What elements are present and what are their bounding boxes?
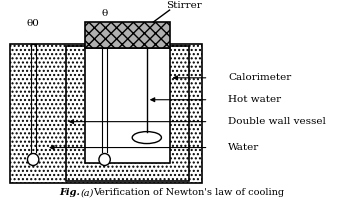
Bar	[10, 44, 202, 183]
Text: (a): (a)	[80, 188, 94, 197]
Ellipse shape	[132, 132, 161, 144]
Text: Hot water: Hot water	[228, 95, 281, 104]
Text: θ: θ	[101, 9, 108, 18]
Bar	[66, 46, 189, 181]
Bar	[66, 46, 189, 181]
Text: Double wall vessel: Double wall vessel	[228, 117, 326, 126]
Text: Verification of Newton's law of cooling: Verification of Newton's law of cooling	[93, 188, 284, 197]
Text: Water: Water	[228, 143, 259, 152]
Ellipse shape	[99, 154, 110, 166]
Text: θ0: θ0	[27, 19, 40, 28]
Ellipse shape	[28, 154, 39, 166]
Bar	[10, 44, 202, 183]
Bar	[85, 48, 170, 163]
Text: Stirrer: Stirrer	[166, 1, 202, 10]
Text: Fig.: Fig.	[59, 188, 80, 197]
Bar	[85, 22, 170, 48]
Text: Calorimeter: Calorimeter	[228, 73, 291, 82]
